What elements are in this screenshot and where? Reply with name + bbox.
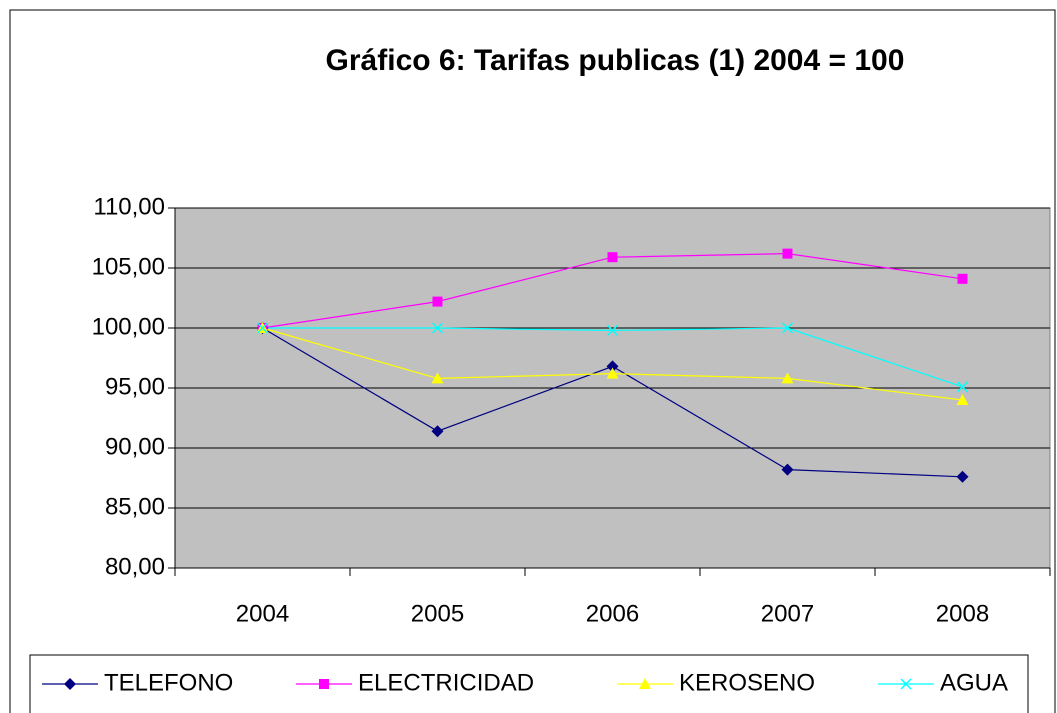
marker (606, 367, 619, 379)
x-tick-label: 2006 (586, 600, 639, 627)
marker (639, 678, 651, 689)
x-tick-label: 2005 (411, 600, 464, 627)
legend-label: TELEFONO (104, 669, 233, 696)
marker (781, 463, 794, 476)
marker (431, 322, 444, 334)
marker (782, 248, 793, 259)
marker (900, 678, 912, 690)
marker (256, 322, 269, 334)
x-tick-label: 2004 (236, 600, 289, 627)
marker (956, 394, 969, 405)
x-tick-label: 2008 (936, 600, 989, 627)
marker (956, 470, 969, 483)
y-tick-label: 90,00 (105, 433, 165, 460)
x-tick-label: 2007 (761, 600, 814, 627)
y-tick-label: 80,00 (105, 553, 165, 580)
marker (606, 360, 619, 373)
y-tick-label: 100,00 (92, 313, 165, 340)
marker (781, 322, 794, 334)
legend-label: ELECTRICIDAD (358, 669, 534, 696)
marker (606, 324, 619, 336)
y-tick-label: 110,00 (93, 193, 165, 220)
y-tick-label: 95,00 (105, 373, 165, 400)
chart-title: Gráfico 6: Tarifas publicas (1) 2004 = 1… (326, 44, 905, 77)
marker (607, 252, 618, 263)
marker (432, 296, 443, 307)
legend-label: AGUA (940, 669, 1008, 696)
y-tick-label: 105,00 (92, 253, 165, 280)
marker (64, 678, 76, 690)
legend-box (29, 654, 1029, 713)
marker (431, 425, 444, 438)
marker (956, 381, 969, 393)
y-tick-label: 85,00 (105, 493, 165, 520)
marker (957, 273, 968, 284)
marker (319, 679, 329, 689)
legend-label: KEROSENO (679, 669, 815, 696)
marker (781, 372, 794, 384)
marker (431, 372, 444, 384)
